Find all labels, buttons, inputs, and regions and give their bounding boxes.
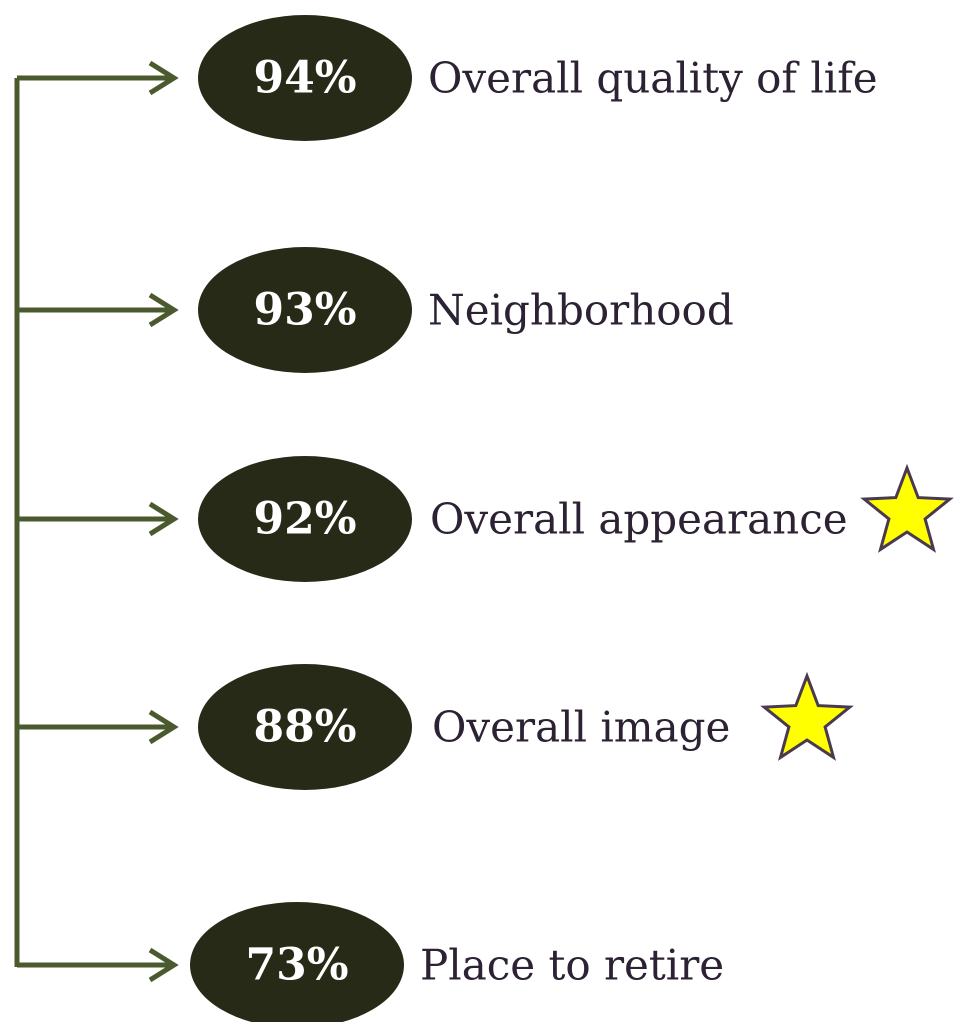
percent-badge	[198, 15, 412, 141]
star-icon	[860, 463, 954, 553]
percent-badge	[198, 664, 412, 790]
percent-value: 94%	[253, 53, 356, 104]
item-label: Overall image	[432, 703, 730, 752]
percent-value: 92%	[253, 494, 356, 545]
item-label: Place to retire	[420, 941, 724, 990]
item-label: Overall quality of life	[428, 54, 878, 103]
arrow-head	[148, 60, 179, 96]
arrow-head	[148, 292, 179, 328]
percent-badge	[190, 902, 404, 1022]
item-label: Overall appearance	[430, 495, 848, 544]
percent-badge	[198, 247, 412, 373]
item-label: Neighborhood	[428, 286, 734, 335]
percent-badge	[198, 456, 412, 582]
star-icon	[760, 671, 854, 761]
percent-value: 88%	[253, 702, 356, 753]
arrow-head	[148, 501, 179, 537]
percent-value: 93%	[253, 285, 356, 336]
arrow-head	[148, 709, 179, 745]
arrow-head	[148, 947, 179, 983]
percent-value: 73%	[245, 940, 348, 991]
